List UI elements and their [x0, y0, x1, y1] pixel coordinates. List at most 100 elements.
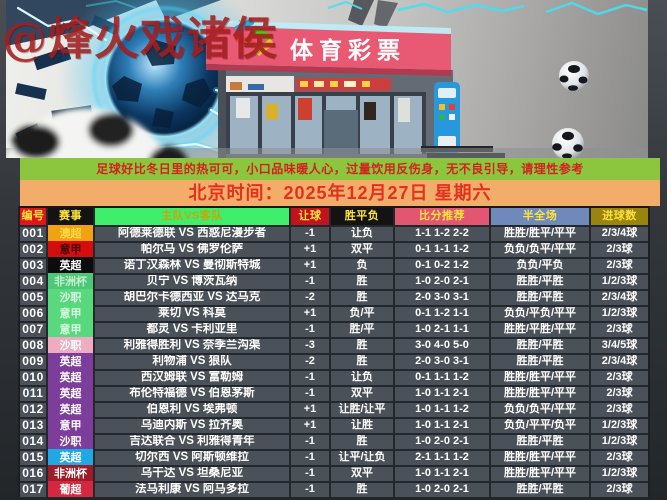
match-teams: 乌干达 VS 坦桑尼亚 — [95, 467, 291, 481]
half-full-picks: 胜胜/胜平/平平 — [491, 227, 591, 241]
soccer-ball-icon — [552, 128, 584, 158]
score-picks: 0-1 0-2 1-2 — [395, 259, 491, 273]
table-row: 006 意甲 莱切 VS 科莫 +1 负/平 0-1 1-2 1-1 负负/平负/平平 1/2… — [20, 305, 648, 321]
row-id: 005 — [20, 291, 48, 305]
row-id: 006 — [20, 307, 48, 321]
soccer-ball-icon — [559, 61, 589, 91]
column-header: 进球数 — [591, 208, 648, 225]
handicap-value: -1 — [291, 435, 331, 449]
league-badge: 葡超 — [48, 481, 95, 497]
score-picks: 1-0 2-0 2-1 — [395, 275, 491, 289]
score-picks: 3-0 4-0 5-0 — [395, 339, 491, 353]
goals-pick: 1/2/3球 — [601, 435, 638, 447]
row-id: 002 — [20, 243, 48, 257]
league-badge: 英超 — [48, 385, 95, 401]
row-id: 001 — [20, 227, 48, 241]
notice-banner: 足球好比冬日里的热可可，小口品味暖人心，过量饮用反伤身，无不良引导，请理性参考 — [20, 158, 660, 180]
row-id: 011 — [20, 387, 48, 401]
goals-pick: 2/3球 — [606, 451, 633, 463]
hero-image: 体育彩票 — [6, 0, 648, 158]
half-full-picks: 负负/负平/平平 — [491, 403, 591, 417]
league-badge: 英超 — [48, 353, 95, 369]
handicap-value: -2 — [291, 291, 331, 305]
match-teams: 诺丁汉森林 VS 曼彻斯特城 — [95, 259, 291, 273]
league-badge: 英超 — [48, 401, 95, 417]
half-full-picks: 胜胜/平胜 — [491, 291, 591, 305]
goals-pick: 2/3/4球 — [601, 227, 638, 239]
row-id: 010 — [20, 371, 48, 385]
league-badge: 英超 — [48, 369, 95, 385]
match-teams: 法马利康 VS 阿马多拉 — [95, 483, 291, 497]
row-id: 004 — [20, 275, 48, 289]
wdl-pick: 让胜 — [331, 419, 395, 433]
store-sign-text: 体育彩票 — [290, 37, 406, 63]
goals-pick: 2/3球 — [606, 323, 633, 335]
wdl-pick: 双平 — [331, 243, 395, 257]
row-id: 003 — [20, 259, 48, 273]
score-picks: 1-1 1-2 2-2 — [395, 227, 491, 241]
goals-pick: 2/3球 — [606, 259, 633, 271]
goals-pick: 2/3球 — [606, 371, 633, 383]
handicap-value: -2 — [291, 355, 331, 369]
handicap-value: -1 — [291, 323, 331, 337]
league-badge: 意甲 — [48, 321, 95, 337]
half-full-picks: 负负/负平/平平 — [491, 243, 591, 257]
table-body: 001 澳超 阿德莱德联 VS 西惑尼漫步者 -1 让负 1-1 1-2 2-2 胜胜/胜平… — [20, 225, 648, 497]
table-row: 003 英超 诺丁汉森林 VS 曼彻斯特城 +1 负 0-1 0-2 1-2 负负/平负 2/… — [20, 257, 648, 273]
row-id: 008 — [20, 339, 48, 353]
goals-pick: 2/3球 — [606, 243, 633, 255]
wdl-pick: 让负 — [331, 371, 395, 385]
half-full-picks: 胜胜/平胜 — [491, 355, 591, 369]
score-picks: 0-1 1-1 1-2 — [395, 371, 491, 385]
handicap-value: -1 — [291, 467, 331, 481]
goals-pick: 2/3球 — [606, 387, 633, 399]
goals-pick: 1/2/3球 — [601, 275, 638, 287]
league-badge: 沙职 — [48, 433, 95, 449]
row-id: 017 — [20, 483, 48, 497]
handicap-value: -1 — [291, 275, 331, 289]
wdl-pick: 双平 — [331, 467, 395, 481]
match-teams: 帕尔马 VS 佛罗伦萨 — [95, 243, 291, 257]
match-teams: 都灵 VS 卡利亚里 — [95, 323, 291, 337]
handicap-value: -1 — [291, 483, 331, 497]
score-picks: 0-1 1-1 1-2 — [395, 243, 491, 257]
floor — [6, 148, 648, 158]
row-id: 012 — [20, 403, 48, 417]
goals-pick: 3/4/5球 — [601, 339, 638, 351]
league-badge: 意甲 — [48, 305, 95, 321]
wdl-pick: 让负 — [331, 227, 395, 241]
score-picks: 2-0 3-0 3-1 — [395, 291, 491, 305]
half-full-picks: 负负/平负 — [491, 259, 591, 273]
watermark-text: @烽火戏诸侯 — [2, 12, 279, 65]
wdl-pick: 让胜/让平 — [331, 403, 395, 417]
table-row: 010 英超 西汉姆联 VS 富勒姆 -1 让负 0-1 1-1 1-2 胜胜/胜平/平平 2… — [20, 369, 648, 385]
column-header: 让球 — [291, 208, 331, 225]
table-row: 005 沙职 胡巴尔卡德西亚 VS 达马克 -2 胜 2-0 3-0 3-1 胜胜/平胜 2/… — [20, 289, 648, 305]
wdl-pick: 胜 — [331, 483, 395, 497]
column-header: 半全场 — [491, 208, 591, 225]
row-id: 009 — [20, 355, 48, 369]
league-badge: 英超 — [48, 449, 95, 465]
score-picks: 0-1 1-2 1-1 — [395, 307, 491, 321]
goals-pick: 2/3球 — [606, 403, 633, 415]
match-teams: 吉达联合 VS 利雅得青年 — [95, 435, 291, 449]
wdl-pick: 负 — [331, 259, 395, 273]
handicap-value: -1 — [291, 227, 331, 241]
column-header: 胜平负 — [331, 208, 395, 225]
handicap-value: -1 — [291, 387, 331, 401]
handicap-value: -1 — [291, 371, 331, 385]
half-full-picks: 胜胜/平胜 — [491, 339, 591, 353]
wdl-pick: 胜 — [331, 355, 395, 369]
handicap-value: +1 — [291, 307, 331, 321]
score-picks: 1-0 2-0 2-1 — [395, 483, 491, 497]
table-row: 017 葡超 法马利康 VS 阿马多拉 -1 胜 1-0 2-0 2-1 胜胜/平胜 2/3球 — [20, 481, 648, 497]
goals-pick: 2/3/4球 — [601, 291, 638, 303]
half-full-picks: 负负/平平/负平 — [491, 419, 591, 433]
match-teams: 利雅得胜利 VS 奈季兰沟渠 — [95, 339, 291, 353]
table-row: 015 英超 切尔西 VS 阿斯顿维拉 -1 让平/让负 2-1 1-1 1-2 胜胜/胜平… — [20, 449, 648, 465]
league-badge: 澳超 — [48, 225, 95, 241]
table-row: 014 沙职 吉达联合 VS 利雅得青年 -1 胜 1-0 2-0 2-1 胜胜/平胜 1/2… — [20, 433, 648, 449]
match-teams: 切尔西 VS 阿斯顿维拉 — [95, 451, 291, 465]
goals-pick: 1/2/3球 — [601, 467, 638, 479]
handicap-value: +1 — [291, 243, 331, 257]
